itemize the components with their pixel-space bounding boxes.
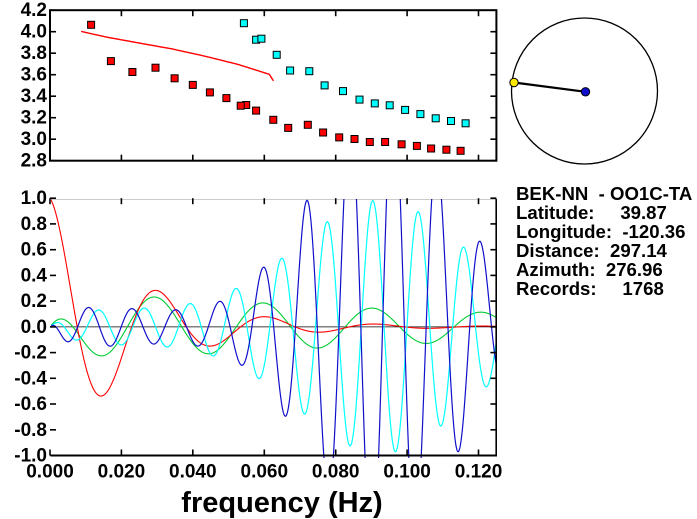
svg-text:1.0: 1.0 [21,188,47,209]
svg-text:frequency (Hz): frequency (Hz) [181,487,382,519]
svg-text:0.040: 0.040 [169,462,217,483]
svg-text:0.060: 0.060 [241,462,289,483]
svg-text:0.0: 0.0 [21,317,47,338]
svg-text:-0.2: -0.2 [14,343,47,364]
svg-text:3.8: 3.8 [21,43,47,64]
svg-text:0.100: 0.100 [383,462,431,483]
svg-text:0.080: 0.080 [312,462,360,483]
svg-text:3.6: 3.6 [21,65,47,86]
svg-text:0.4: 0.4 [21,265,48,286]
svg-text:3.0: 3.0 [21,129,47,150]
svg-text:0.8: 0.8 [21,214,47,235]
svg-text:0.2: 0.2 [21,291,47,312]
svg-text:3.4: 3.4 [21,86,48,107]
svg-text:2.8: 2.8 [21,151,47,172]
svg-text:0.020: 0.020 [98,462,146,483]
svg-text:4.0: 4.0 [21,22,47,43]
svg-text:3.2: 3.2 [21,108,47,129]
svg-text:0.000: 0.000 [26,462,74,483]
svg-text:0.6: 0.6 [21,240,47,261]
svg-text:4.2: 4.2 [21,0,47,21]
svg-text:0.120: 0.120 [455,462,503,483]
svg-text:-0.4: -0.4 [14,368,47,389]
svg-text:-0.8: -0.8 [14,420,47,441]
svg-text:-0.6: -0.6 [14,394,47,415]
